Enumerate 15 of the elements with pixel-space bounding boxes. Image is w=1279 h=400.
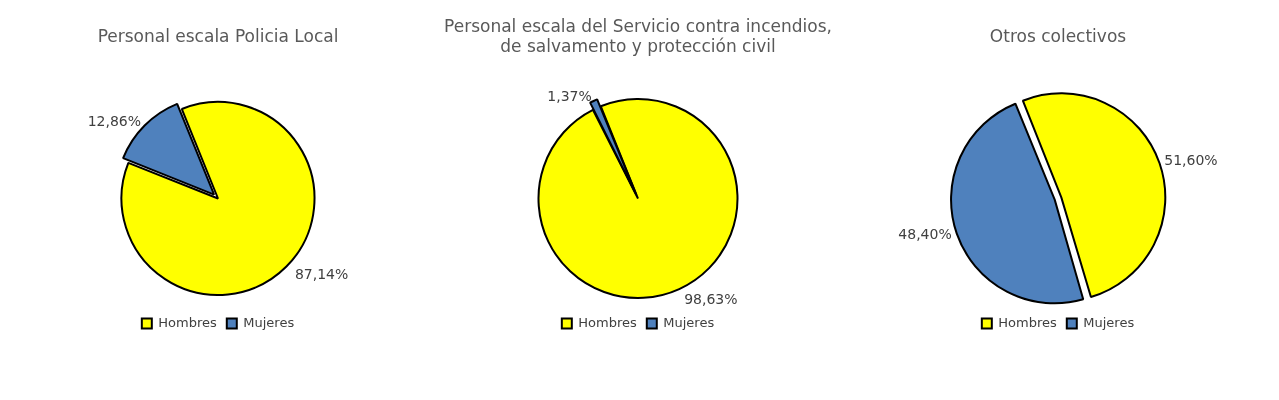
data-label: 48,40%	[898, 225, 952, 242]
legend-label: Mujeres	[1083, 314, 1135, 330]
data-label: 12,86%	[87, 112, 142, 129]
data-label: 98,63%	[684, 290, 738, 307]
legend-label: Hombres	[998, 314, 1058, 330]
chart-title: Personal escala Policia Local	[96, 25, 340, 48]
data-label: 87,14%	[294, 265, 349, 282]
chart-title: Personal escala del Servicio contra incendios, de salvamento y protección civil	[443, 15, 833, 58]
data-label: 51,60%	[1164, 152, 1218, 169]
legend-label: Hombres	[158, 314, 218, 330]
chart-title: Otros colectivos	[988, 25, 1128, 48]
legend-label: Mujeres	[663, 314, 715, 330]
legend-label: Mujeres	[243, 314, 295, 330]
data-label: 1,37%	[547, 87, 592, 104]
legend-label: Hombres	[578, 314, 638, 330]
